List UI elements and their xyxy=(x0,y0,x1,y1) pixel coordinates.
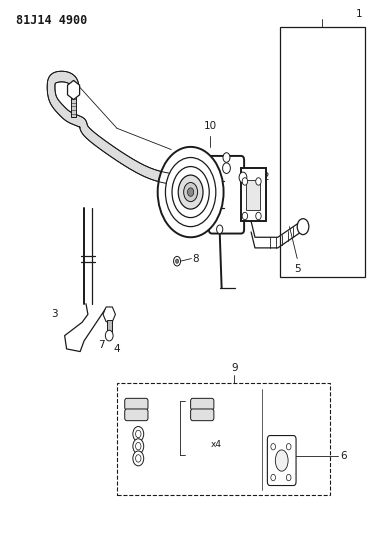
FancyBboxPatch shape xyxy=(125,409,148,421)
FancyBboxPatch shape xyxy=(191,409,214,421)
Text: 8: 8 xyxy=(193,254,199,263)
Ellipse shape xyxy=(275,450,288,471)
Text: 9: 9 xyxy=(231,363,238,373)
Circle shape xyxy=(105,330,113,341)
FancyBboxPatch shape xyxy=(191,398,214,410)
FancyBboxPatch shape xyxy=(125,398,148,410)
Circle shape xyxy=(136,430,141,438)
Circle shape xyxy=(256,177,261,185)
Circle shape xyxy=(158,147,224,237)
Circle shape xyxy=(217,225,223,233)
Circle shape xyxy=(133,426,144,441)
Text: 1: 1 xyxy=(356,9,363,19)
Circle shape xyxy=(286,443,291,450)
Bar xyxy=(246,180,259,209)
Circle shape xyxy=(175,259,179,263)
Text: 7: 7 xyxy=(98,340,105,350)
Bar xyxy=(107,320,112,336)
Circle shape xyxy=(184,182,198,201)
Circle shape xyxy=(286,474,291,481)
Circle shape xyxy=(136,442,141,450)
FancyBboxPatch shape xyxy=(267,435,296,486)
Circle shape xyxy=(223,153,230,163)
Circle shape xyxy=(297,219,309,235)
Bar xyxy=(117,383,330,495)
Bar xyxy=(71,95,76,117)
Circle shape xyxy=(173,256,180,266)
Text: 81J14 4900: 81J14 4900 xyxy=(16,14,88,27)
Text: 4: 4 xyxy=(114,344,120,354)
Text: x4: x4 xyxy=(210,440,221,449)
Circle shape xyxy=(242,212,248,220)
Bar xyxy=(280,27,365,277)
Circle shape xyxy=(242,177,248,185)
Circle shape xyxy=(136,455,141,462)
Text: 3: 3 xyxy=(52,309,58,319)
Circle shape xyxy=(187,188,194,196)
Circle shape xyxy=(172,166,209,217)
Text: 10: 10 xyxy=(203,121,217,131)
Text: 2: 2 xyxy=(262,173,269,182)
Bar xyxy=(241,168,266,221)
Polygon shape xyxy=(47,71,188,187)
Circle shape xyxy=(133,451,144,466)
Polygon shape xyxy=(103,307,116,322)
Circle shape xyxy=(133,439,144,454)
Circle shape xyxy=(165,158,216,227)
Text: 6: 6 xyxy=(340,451,347,461)
Circle shape xyxy=(271,443,275,450)
Circle shape xyxy=(239,172,247,183)
Circle shape xyxy=(256,212,261,220)
Circle shape xyxy=(178,175,203,209)
Polygon shape xyxy=(68,80,80,100)
Text: 5: 5 xyxy=(294,264,301,274)
Circle shape xyxy=(223,163,230,173)
Circle shape xyxy=(271,474,275,481)
FancyBboxPatch shape xyxy=(209,156,244,233)
